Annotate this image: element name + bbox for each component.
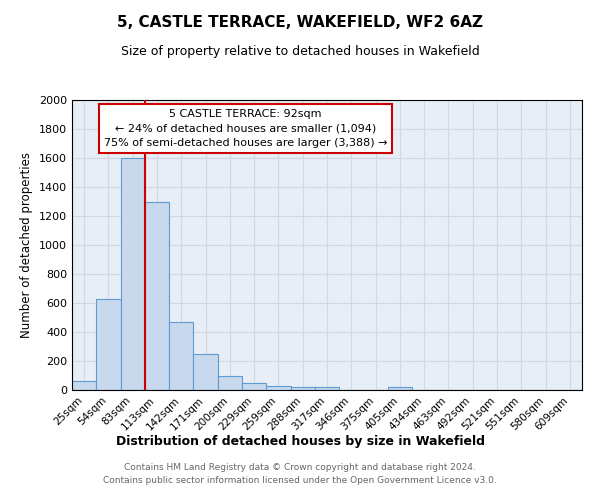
Text: 5, CASTLE TERRACE, WAKEFIELD, WF2 6AZ: 5, CASTLE TERRACE, WAKEFIELD, WF2 6AZ xyxy=(117,15,483,30)
Bar xyxy=(96,298,121,390)
Text: 5 CASTLE TERRACE: 92sqm
← 24% of detached houses are smaller (1,094)
75% of semi: 5 CASTLE TERRACE: 92sqm ← 24% of detache… xyxy=(104,108,387,148)
Text: Size of property relative to detached houses in Wakefield: Size of property relative to detached ho… xyxy=(121,45,479,58)
Bar xyxy=(388,387,412,390)
Bar xyxy=(242,383,266,390)
Bar xyxy=(193,354,218,390)
Bar xyxy=(290,387,315,390)
Text: Contains HM Land Registry data © Crown copyright and database right 2024.
Contai: Contains HM Land Registry data © Crown c… xyxy=(103,464,497,485)
Bar xyxy=(169,322,193,390)
Bar xyxy=(266,386,290,390)
Y-axis label: Number of detached properties: Number of detached properties xyxy=(20,152,34,338)
Bar xyxy=(72,380,96,390)
Bar xyxy=(218,376,242,390)
Text: Distribution of detached houses by size in Wakefield: Distribution of detached houses by size … xyxy=(115,435,485,448)
Bar xyxy=(121,158,145,390)
Bar xyxy=(145,202,169,390)
Bar xyxy=(315,387,339,390)
